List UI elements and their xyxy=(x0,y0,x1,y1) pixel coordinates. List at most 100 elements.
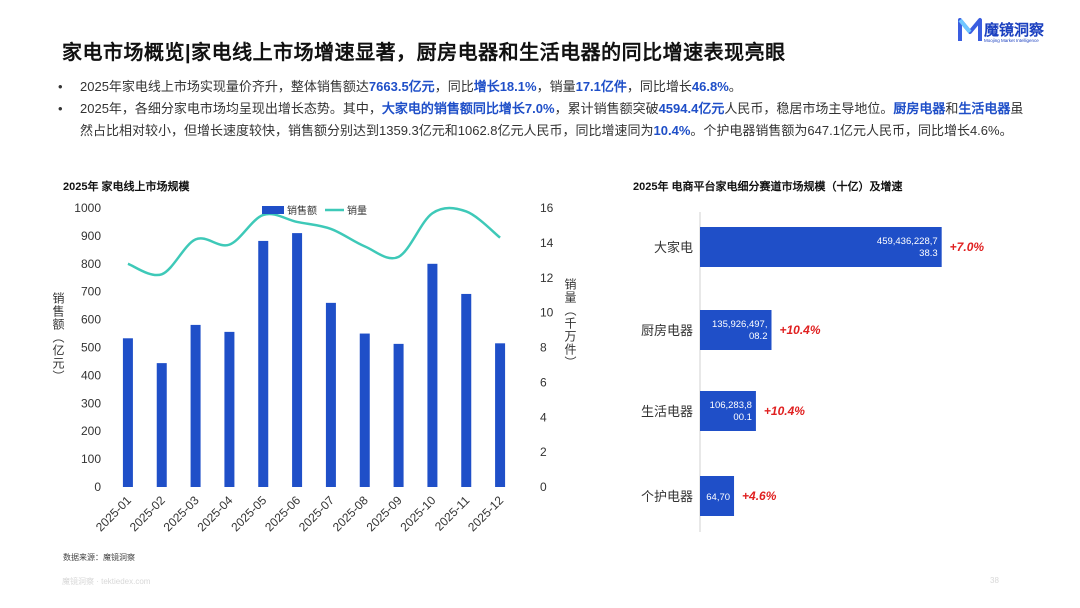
monthly-market-svg: 2025年 家电线上市场规模01002003004005006007008009… xyxy=(51,179,577,534)
bar-value-label-line: 08.2 xyxy=(749,331,768,342)
y-right-axis-label: 销量（千万件） xyxy=(563,278,577,369)
chart-title: 2025年 电商平台家电细分赛道市场规模（十亿）及增速 xyxy=(633,179,903,193)
y-right-tick-label: 4 xyxy=(540,410,547,424)
bullet-text: 。 xyxy=(728,79,742,94)
category-label: 个护电器 xyxy=(641,489,693,504)
bar-sales-2025-01 xyxy=(122,338,133,487)
y-right-tick-label: 16 xyxy=(540,201,554,215)
y-tick-label: 900 xyxy=(81,229,101,243)
highlight-text: 7663.5亿元 xyxy=(368,79,435,94)
growth-label: +10.4% xyxy=(779,323,820,337)
summary-bullets: • 2025年家电线上市场实现量价齐升，整体销售额达7663.5亿元，同比增长18… xyxy=(56,76,1031,142)
legend-label-volume: 销量 xyxy=(347,204,367,217)
y-right-tick-label: 8 xyxy=(540,341,547,355)
y-tick-label: 800 xyxy=(81,257,101,271)
x-tick-label: 2025-06 xyxy=(262,493,303,534)
bar-value-label: 64,70 xyxy=(706,492,730,503)
y-tick-label: 400 xyxy=(81,368,101,382)
bullet-text: 2025年，各细分家电市场均呈现出增长态势。其中， xyxy=(80,101,382,116)
x-tick-label: 2025-04 xyxy=(194,493,235,534)
highlight-text: 17.1亿件 xyxy=(575,79,627,94)
category-label: 生活电器 xyxy=(641,404,693,419)
bar-value-label: 135,926,497, 08.2 xyxy=(712,319,767,342)
summary-bullet: • 2025年，各细分家电市场均呈现出增长态势。其中，大家电的销售额同比增长7.0… xyxy=(56,98,1031,142)
logo-subtitle: Moojing Market Intelligence xyxy=(984,38,1039,43)
bar-value-label-line: 459,436,228,7 xyxy=(877,236,938,247)
bullet-text: 。个护电器销售额为647.1亿元人民币，同比增长4.6%。 xyxy=(690,123,1013,138)
highlight-text: 大家电的销售额同比增长7.0% xyxy=(381,101,555,116)
bullet-text: 2025年家电线上市场实现量价齐升，整体销售额达 xyxy=(80,79,369,94)
bar-厨房电器 xyxy=(700,310,772,350)
bullet-text: ，销量 xyxy=(536,79,576,94)
x-tick-label: 2025-12 xyxy=(465,493,506,534)
legend-swatch-sales xyxy=(262,206,284,214)
bullet-text: 和 xyxy=(945,101,959,116)
bar-value-label-line: 64,70 xyxy=(706,492,730,503)
page-title: 家电市场概览|家电线上市场增速显著，厨房电器和生活电器的同比增速表现亮眼 xyxy=(62,42,786,64)
y-tick-label: 1000 xyxy=(74,201,101,215)
bullet-text: ，累计销售额突破 xyxy=(554,101,659,116)
y-right-tick-label: 2 xyxy=(540,445,547,459)
bar-sales-2025-11 xyxy=(461,293,472,487)
segment-market-chart: 2025年 电商平台家电细分赛道市场规模（十亿）及增速 大家电 459,436,22… xyxy=(600,172,1080,572)
bar-sales-2025-06 xyxy=(292,233,303,487)
bar-sales-2025-09 xyxy=(393,343,404,487)
y-tick-label: 300 xyxy=(81,396,101,410)
y-axis-label: 销售额（亿元） xyxy=(51,292,65,383)
growth-label: +4.6% xyxy=(742,489,777,503)
highlight-text: 4594.4亿元 xyxy=(658,101,725,116)
highlight-text: 增长18.1% xyxy=(473,79,537,94)
bullet-dot: • xyxy=(58,101,63,116)
y-tick-label: 200 xyxy=(81,424,101,438)
x-tick-label: 2025-10 xyxy=(397,493,438,534)
monthly-market-chart: 2025年 家电线上市场规模 0 100 200 300 400 500 600 700 800 9… xyxy=(0,172,600,572)
x-tick-label: 2025-09 xyxy=(364,493,405,534)
y-right-tick-label: 14 xyxy=(540,236,554,250)
y-tick-label: 700 xyxy=(81,285,101,299)
x-tick-label: 2025-11 xyxy=(432,493,473,534)
highlight-text: 46.8% xyxy=(691,79,729,94)
bar-sales-2025-10 xyxy=(427,263,438,487)
growth-label: +7.0% xyxy=(950,240,985,254)
bullet-text: ，同比 xyxy=(434,79,474,94)
legend-label-sales: 销售额 xyxy=(287,204,317,217)
line-volume xyxy=(127,206,501,277)
page-number: 38 xyxy=(990,576,999,585)
bar-sales-2025-12 xyxy=(495,343,506,487)
bar-sales-2025-08 xyxy=(359,333,370,487)
x-tick-label: 2025-01 xyxy=(93,493,134,534)
x-tick-label: 2025-02 xyxy=(127,493,168,534)
y-tick-label: 500 xyxy=(81,341,101,355)
highlight-text: 生活电器 xyxy=(958,101,1011,116)
x-tick-label: 2025-08 xyxy=(330,493,371,534)
summary-bullet: • 2025年家电线上市场实现量价齐升，整体销售额达7663.5亿元，同比增长18… xyxy=(56,76,1031,98)
logo-name: 魔镜洞察 xyxy=(984,22,1045,39)
bar-value-label-line: 135,926,497, xyxy=(712,319,767,330)
bar-sales-2025-05 xyxy=(258,240,269,487)
y-right-tick-label: 0 xyxy=(540,480,547,494)
data-source: 数据来源：魔镜洞察 xyxy=(63,553,135,562)
y-right-tick-label: 10 xyxy=(540,306,554,320)
bullet-dot: • xyxy=(58,79,63,94)
bar-个护电器 xyxy=(700,476,735,516)
y-tick-label: 100 xyxy=(81,452,101,466)
logo-m-icon xyxy=(958,18,982,41)
chart-title: 2025年 家电线上市场规模 xyxy=(63,179,191,193)
bar-value-label: 459,436,228,7 38.3 xyxy=(877,236,938,259)
y-tick-label: 0 xyxy=(94,480,101,494)
bar-sales-2025-02 xyxy=(156,363,167,487)
growth-label: +10.4% xyxy=(764,404,805,418)
bar-生活电器 xyxy=(700,391,756,431)
x-tick-label: 2025-03 xyxy=(161,493,202,534)
bullet-text: ，同比增长 xyxy=(626,79,692,94)
bar-value-label-line: 00.1 xyxy=(733,412,752,423)
y-right-tick-label: 12 xyxy=(540,271,554,285)
brand-logo: 魔镜洞察 Moojing Market Intelligence xyxy=(958,16,1068,50)
x-tick-label: 2025-07 xyxy=(296,493,337,534)
x-tick-label: 2025-05 xyxy=(228,493,269,534)
bar-sales-2025-07 xyxy=(325,302,336,487)
bar-value-label: 106,283,8 00.1 xyxy=(710,400,752,423)
bar-value-label-line: 106,283,8 xyxy=(710,400,752,411)
y-tick-label: 600 xyxy=(81,313,101,327)
